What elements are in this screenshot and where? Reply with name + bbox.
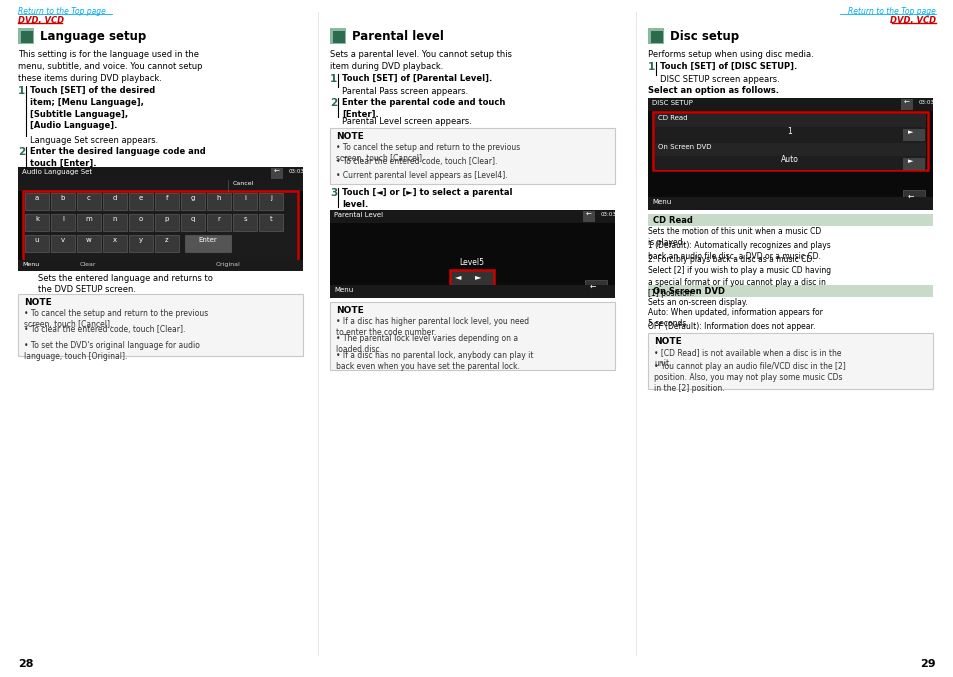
Bar bbox=[333, 31, 345, 43]
Text: Cancel: Cancel bbox=[233, 181, 254, 186]
Text: Auto: When updated, information appears for
5 seconds.: Auto: When updated, information appears … bbox=[647, 308, 822, 328]
Text: o: o bbox=[139, 216, 143, 222]
Bar bbox=[647, 197, 932, 210]
Bar bbox=[51, 193, 75, 210]
Text: 03:03: 03:03 bbox=[600, 212, 617, 217]
Bar bbox=[25, 193, 49, 210]
Text: DVD, VCD: DVD, VCD bbox=[889, 16, 935, 25]
Bar bbox=[129, 235, 152, 252]
Bar bbox=[330, 285, 615, 298]
Text: • You cannot play an audio file/VCD disc in the [2]
position. Also, you may not : • You cannot play an audio file/VCD disc… bbox=[654, 362, 845, 393]
Text: OFF (Default): Information does not appear.: OFF (Default): Information does not appe… bbox=[647, 322, 815, 331]
Text: p: p bbox=[165, 216, 169, 222]
Text: NOTE: NOTE bbox=[335, 132, 363, 141]
Text: DISC SETUP: DISC SETUP bbox=[651, 100, 692, 106]
Bar bbox=[103, 214, 127, 231]
Text: l: l bbox=[62, 216, 64, 222]
Text: z: z bbox=[165, 237, 169, 243]
Text: This setting is for the language used in the
menu, subtitle, and voice. You cann: This setting is for the language used in… bbox=[18, 50, 202, 83]
Text: c: c bbox=[87, 195, 91, 201]
Bar bbox=[655, 156, 925, 170]
Text: DVD, VCD: DVD, VCD bbox=[18, 16, 64, 25]
Text: 29: 29 bbox=[920, 659, 935, 669]
Text: 03:03: 03:03 bbox=[918, 100, 934, 105]
Text: x: x bbox=[112, 237, 117, 243]
Bar bbox=[185, 235, 231, 252]
Text: t: t bbox=[270, 216, 273, 222]
Bar bbox=[647, 333, 932, 389]
Text: s: s bbox=[243, 216, 247, 222]
Text: m: m bbox=[86, 216, 92, 222]
Text: Sets a parental level. You cannot setup this
item during DVD playback.: Sets a parental level. You cannot setup … bbox=[330, 50, 512, 71]
Bar bbox=[129, 214, 152, 231]
Bar bbox=[25, 214, 49, 231]
Text: Parental Pass screen appears.: Parental Pass screen appears. bbox=[341, 87, 468, 96]
Text: Sets the entered language and returns to
the DVD SETUP screen.: Sets the entered language and returns to… bbox=[38, 274, 213, 294]
Text: • To cancel the setup and return to the previous
screen, touch [Cancel].: • To cancel the setup and return to the … bbox=[24, 309, 208, 329]
Bar bbox=[655, 143, 925, 156]
Text: On Screen DVD: On Screen DVD bbox=[658, 144, 711, 150]
Bar bbox=[902, 190, 924, 203]
Text: • If a disc has higher parental lock level, you need
to enter the code number.: • If a disc has higher parental lock lev… bbox=[335, 317, 529, 337]
Text: • To set the DVD's original language for audio
language, touch [Original].: • To set the DVD's original language for… bbox=[24, 341, 200, 361]
Text: Enter the desired language code and
touch [Enter].: Enter the desired language code and touc… bbox=[30, 147, 206, 168]
Text: On Screen DVD: On Screen DVD bbox=[652, 287, 724, 296]
Text: NOTE: NOTE bbox=[654, 337, 681, 346]
Text: Enter the parental code and touch
[Enter].: Enter the parental code and touch [Enter… bbox=[341, 98, 505, 118]
Bar bbox=[900, 99, 912, 110]
Text: 28: 28 bbox=[18, 659, 33, 669]
Text: DISC SETUP screen appears.: DISC SETUP screen appears. bbox=[659, 75, 779, 84]
Bar bbox=[18, 167, 303, 271]
Text: Parental Level: Parental Level bbox=[334, 212, 383, 218]
Text: 1: 1 bbox=[787, 127, 792, 137]
Text: Select an option as follows.: Select an option as follows. bbox=[647, 86, 779, 95]
Text: n: n bbox=[112, 216, 117, 222]
Text: ←: ← bbox=[589, 282, 596, 291]
Text: Sets the motion of this unit when a music CD
is played.: Sets the motion of this unit when a musi… bbox=[647, 227, 821, 248]
Text: Clear: Clear bbox=[80, 262, 96, 267]
Text: 03:03: 03:03 bbox=[289, 169, 305, 174]
Text: ←: ← bbox=[907, 192, 913, 201]
Bar bbox=[902, 129, 924, 141]
Text: Menu: Menu bbox=[22, 262, 39, 267]
Text: Touch [SET] of [Parental Level].: Touch [SET] of [Parental Level]. bbox=[341, 74, 492, 83]
Bar bbox=[655, 127, 925, 143]
Bar bbox=[23, 191, 297, 263]
Text: u: u bbox=[34, 237, 39, 243]
Text: Return to the Top page: Return to the Top page bbox=[18, 7, 106, 16]
Text: 1: 1 bbox=[647, 62, 655, 72]
Bar bbox=[18, 28, 34, 44]
Text: • Current parental level appears as [Level4].: • Current parental level appears as [Lev… bbox=[335, 171, 507, 180]
Bar bbox=[233, 193, 256, 210]
Bar bbox=[154, 193, 179, 210]
Text: Touch [SET] of [DISC SETUP].: Touch [SET] of [DISC SETUP]. bbox=[659, 62, 797, 71]
Bar bbox=[647, 98, 932, 111]
Bar bbox=[450, 270, 494, 286]
Bar bbox=[181, 193, 205, 210]
Text: Performs setup when using disc media.: Performs setup when using disc media. bbox=[647, 50, 813, 59]
Text: e: e bbox=[139, 195, 143, 201]
Bar bbox=[655, 114, 925, 127]
Bar bbox=[154, 214, 179, 231]
Bar bbox=[21, 31, 33, 43]
Text: • [CD Read] is not available when a disc is in the
unit.: • [CD Read] is not available when a disc… bbox=[654, 348, 841, 368]
Text: 2: 2 bbox=[330, 98, 337, 108]
Text: • To clear the entered code, touch [Clear].: • To clear the entered code, touch [Clea… bbox=[24, 325, 185, 334]
Text: CD Read: CD Read bbox=[652, 216, 692, 225]
Text: ►: ► bbox=[475, 272, 481, 281]
Text: r: r bbox=[217, 216, 220, 222]
Bar bbox=[652, 112, 927, 170]
Bar bbox=[207, 193, 231, 210]
Text: 1: 1 bbox=[330, 74, 337, 84]
Text: Original: Original bbox=[215, 262, 240, 267]
Text: q: q bbox=[191, 216, 195, 222]
Text: Parental Level screen appears.: Parental Level screen appears. bbox=[341, 117, 472, 126]
Text: Return to the Top page: Return to the Top page bbox=[847, 7, 935, 16]
Text: ←: ← bbox=[274, 169, 279, 175]
Text: j: j bbox=[270, 195, 272, 201]
Text: h: h bbox=[216, 195, 221, 201]
Text: v: v bbox=[61, 237, 65, 243]
Bar bbox=[330, 210, 615, 298]
Bar bbox=[650, 31, 662, 43]
Bar bbox=[233, 214, 256, 231]
